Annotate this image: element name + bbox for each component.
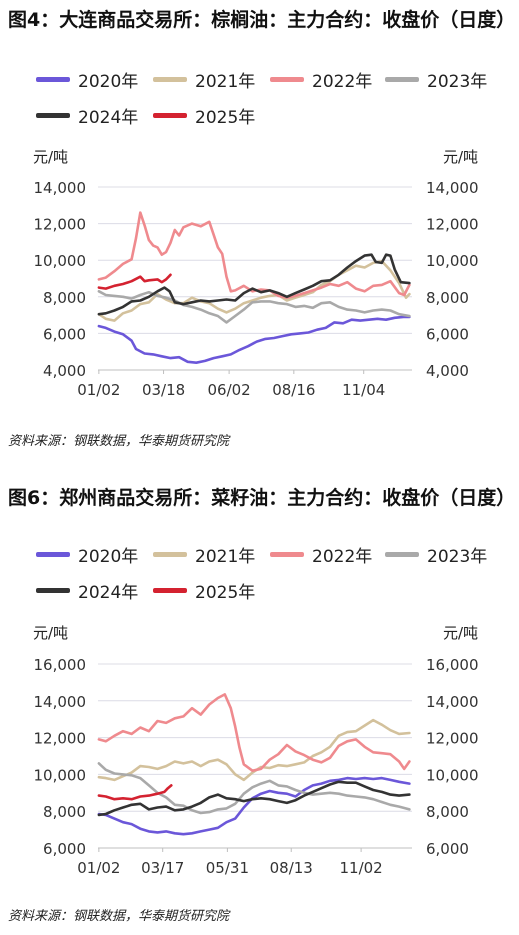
y-tick-label-left: 10,000: [34, 252, 87, 270]
legend-label: 2025年: [195, 107, 256, 128]
y-tick-label-right: 10,000: [426, 766, 479, 784]
y-tick-label-right: 4,000: [426, 362, 469, 380]
series-line-2025年: [97, 784, 173, 801]
legend-swatch: [36, 551, 70, 557]
y-tick-label-right: 8,000: [426, 289, 469, 307]
y-axis-unit-right: 元/吨: [443, 624, 479, 642]
x-tick-label: 05/31: [206, 859, 249, 877]
figure-title: 图4：大连商品交易所：棕榈油：主力合约：收盘价（日度）: [8, 9, 516, 31]
series-line-2023年: [97, 290, 411, 324]
y-tick-label-right: 10,000: [426, 252, 479, 270]
legend-item: 2020年: [36, 543, 139, 567]
series-line-2025年: [97, 273, 172, 290]
y-tick-label-left: 14,000: [34, 179, 87, 197]
y-tick-label-left: 8,000: [43, 289, 86, 307]
legend-item: 2024年: [36, 579, 139, 603]
line-chart-plot: 4,000 4,000 6,000 6,000 8,000 8,000 10,000 10,0…: [34, 179, 479, 399]
legend-label: 2024年: [78, 582, 139, 603]
chart-legend: 2020年 2021年 2022年 2023年 2024年 2025年: [36, 543, 506, 607]
y-tick-label-right: 14,000: [426, 179, 479, 197]
legend-item: 2025年: [153, 579, 256, 603]
legend-swatch: [153, 551, 187, 557]
legend-label: 2025年: [195, 582, 256, 603]
y-tick-label-left: 12,000: [34, 216, 87, 234]
y-tick-label-right: 6,000: [426, 840, 469, 858]
legend-item: 2021年: [153, 68, 256, 92]
legend-label: 2023年: [427, 71, 488, 92]
y-tick-label-left: 8,000: [43, 803, 86, 821]
legend-swatch: [153, 587, 187, 593]
y-tick-label-left: 12,000: [34, 730, 87, 748]
line-chart-plot: 6,000 6,000 8,000 8,000 10,000 10,000 12,000 12…: [34, 656, 479, 877]
legend-label: 2022年: [312, 546, 373, 567]
legend-swatch: [153, 112, 187, 118]
y-tick-label-right: 12,000: [426, 730, 479, 748]
legend-label: 2023年: [427, 546, 488, 567]
legend-swatch: [270, 551, 304, 557]
legend-item: 2025年: [153, 104, 256, 128]
series-line-2021年: [97, 718, 411, 782]
x-tick-label: 08/13: [270, 859, 313, 877]
chart-panel-palm-oil: 图4：大连商品交易所：棕榈油：主力合约：收盘价（日度） 2020年 2021年 20…: [0, 0, 519, 465]
legend-label: 2024年: [78, 107, 139, 128]
y-tick-label-left: 10,000: [34, 766, 87, 784]
legend-item: 2024年: [36, 104, 139, 128]
series-line-2022年: [97, 693, 411, 772]
y-tick-label-left: 6,000: [43, 840, 86, 858]
series-line-2023年: [97, 762, 411, 815]
legend-label: 2022年: [312, 71, 373, 92]
source-note: 资料来源：钢联数据，华泰期货研究院: [8, 434, 230, 449]
x-tick-label: 03/18: [142, 381, 185, 399]
x-tick-label: 06/02: [208, 381, 251, 399]
legend-label: 2021年: [195, 71, 256, 92]
y-axis-unit-left: 元/吨: [33, 624, 69, 642]
series-line-2020年: [97, 315, 411, 364]
x-tick-label: 08/16: [272, 381, 315, 399]
x-tick-label: 01/02: [77, 381, 120, 399]
y-axis-unit-left: 元/吨: [33, 148, 69, 166]
legend-swatch: [36, 587, 70, 593]
legend-label: 2020年: [78, 71, 139, 92]
x-tick-label: 01/02: [77, 859, 120, 877]
series-line-2024年: [97, 253, 411, 316]
x-tick-label: 11/04: [342, 381, 385, 399]
legend-swatch: [36, 112, 70, 118]
y-tick-label-left: 4,000: [43, 362, 86, 380]
y-tick-label-left: 6,000: [43, 325, 86, 343]
chart-legend: 2020年 2021年 2022年 2023年 2024年 2025年: [36, 68, 506, 132]
legend-label: 2021年: [195, 546, 256, 567]
y-tick-label-left: 16,000: [34, 656, 87, 674]
series-line-2022年: [97, 211, 411, 299]
y-tick-label-left: 14,000: [34, 693, 87, 711]
y-axis-unit-right: 元/吨: [443, 148, 479, 166]
y-tick-label-right: 16,000: [426, 656, 479, 674]
legend-item: 2020年: [36, 68, 139, 92]
y-tick-label-right: 12,000: [426, 216, 479, 234]
legend-item: 2023年: [385, 68, 488, 92]
legend-item: 2022年: [270, 68, 373, 92]
legend-swatch: [270, 76, 304, 82]
legend-label: 2020年: [78, 546, 139, 567]
y-tick-label-right: 14,000: [426, 693, 479, 711]
legend-swatch: [153, 76, 187, 82]
x-tick-label: 03/17: [141, 859, 184, 877]
legend-item: 2022年: [270, 543, 373, 567]
figure-title: 图6：郑州商品交易所：菜籽油：主力合约：收盘价（日度）: [8, 487, 516, 509]
y-tick-label-right: 6,000: [426, 325, 469, 343]
legend-swatch: [385, 76, 419, 82]
legend-item: 2023年: [385, 543, 488, 567]
legend-swatch: [36, 76, 70, 82]
x-tick-label: 11/02: [339, 859, 382, 877]
series-line-2021年: [97, 259, 411, 322]
legend-swatch: [385, 551, 419, 557]
series-line-2024年: [97, 780, 411, 817]
y-tick-label-right: 8,000: [426, 803, 469, 821]
source-note: 资料来源：钢联数据，华泰期货研究院: [8, 909, 230, 924]
legend-item: 2021年: [153, 543, 256, 567]
